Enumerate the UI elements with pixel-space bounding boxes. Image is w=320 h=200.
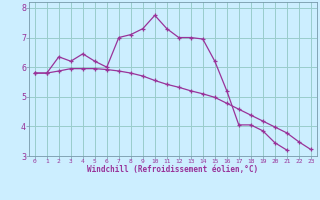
X-axis label: Windchill (Refroidissement éolien,°C): Windchill (Refroidissement éolien,°C): [87, 165, 258, 174]
